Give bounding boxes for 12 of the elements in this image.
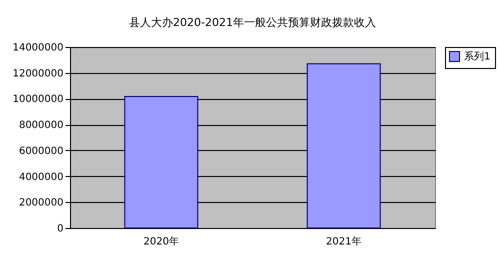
- chart-title: 县人大办2020-2021年一般公共预算财政拨款收入: [129, 16, 376, 29]
- y-tick-label: 8000000: [18, 120, 64, 132]
- y-tick-label: 4000000: [18, 172, 64, 183]
- x-tick-label: 2020年: [144, 236, 179, 248]
- x-tick-label: 2021年: [326, 236, 362, 248]
- y-tick-label: 12000000: [12, 68, 64, 80]
- y-tick-label: 2000000: [18, 198, 64, 209]
- y-tick-label: 6000000: [18, 146, 64, 157]
- y-tick-label: 0: [57, 224, 64, 234]
- y-tick-label: 14000000: [12, 42, 64, 54]
- y-tick-label: 10000000: [12, 94, 64, 106]
- legend-label: 系列1: [464, 50, 490, 62]
